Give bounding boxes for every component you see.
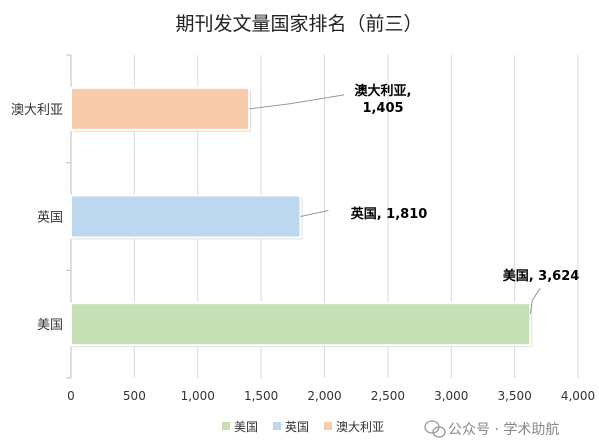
- x-tick-label: 3,000: [434, 389, 468, 403]
- x-tick-label: 1,500: [244, 389, 278, 403]
- data-labels: 美国, 3,624 英国, 1,810 澳大利亚, 1,405: [249, 83, 580, 315]
- x-tick-label: 4,000: [561, 389, 595, 403]
- legend-item: 英国: [273, 420, 309, 434]
- x-tick-label: 2,000: [307, 389, 341, 403]
- leader-line: [249, 94, 345, 110]
- legend: 美国 英国 澳大利亚: [222, 420, 384, 434]
- x-tick-label: 0: [67, 389, 75, 403]
- category-label: 美国: [37, 318, 63, 333]
- bar: [70, 302, 532, 347]
- legend-swatch: [324, 422, 332, 430]
- wechat-icon: [424, 420, 446, 438]
- legend-label: 澳大利亚: [336, 420, 384, 434]
- bar: [70, 194, 302, 239]
- bars: [70, 86, 533, 348]
- x-tick-label: 1,000: [181, 389, 215, 403]
- data-label: 澳大利亚, 1,405: [355, 83, 412, 116]
- x-tick-label: 2,500: [371, 389, 405, 403]
- x-tick-label: 500: [123, 389, 146, 403]
- watermark: 公众号 · 学术助航: [424, 420, 559, 438]
- bar: [70, 86, 251, 131]
- category-label: 澳大利亚: [11, 102, 63, 118]
- legend-item: 美国: [222, 420, 258, 434]
- legend-label: 英国: [285, 420, 309, 434]
- chart-title: 期刊发文量国家排名（前三）: [175, 13, 422, 35]
- data-label: 英国, 1,810: [350, 206, 428, 222]
- x-tick-label: 3,500: [497, 389, 531, 403]
- data-label: 美国, 3,624: [503, 268, 580, 284]
- leader-line: [300, 210, 329, 217]
- legend-item: 澳大利亚: [324, 420, 384, 434]
- watermark-text: 公众号 · 学术助航: [448, 422, 559, 438]
- category-label: 英国: [37, 211, 63, 226]
- legend-swatch: [273, 422, 281, 430]
- legend-swatch: [222, 422, 230, 430]
- legend-label: 美国: [234, 420, 258, 434]
- leader-line: [529, 287, 541, 315]
